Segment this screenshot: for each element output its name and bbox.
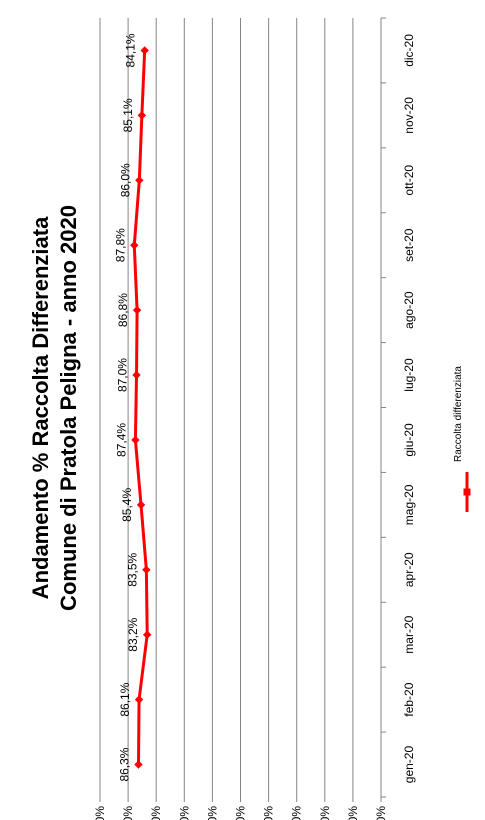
data-label: 83,2% [126, 617, 140, 651]
data-point [140, 46, 149, 55]
data-point [131, 435, 140, 445]
data-label: 85,1% [121, 98, 135, 132]
chart-title-line1: Andamento % Raccolta Differenziata [28, 216, 53, 599]
value-tick-label: 30% [290, 806, 304, 820]
data-label: 86,3% [117, 747, 131, 781]
data-point [136, 500, 146, 510]
series-line-raccolta [132, 50, 149, 765]
data-label: 87,8% [113, 228, 127, 262]
data-point [135, 176, 144, 185]
value-tick-label: 40% [262, 806, 276, 820]
category-tick-label: set-20 [402, 228, 416, 262]
data-label: 83,5% [125, 552, 139, 586]
category-tick-label: feb-20 [402, 682, 416, 716]
value-tick-label: 80% [149, 806, 163, 820]
data-point [134, 760, 143, 769]
chart-title: Andamento % Raccolta Differenziata Comun… [28, 205, 81, 611]
value-tick-label: 50% [234, 806, 248, 820]
chart-title-line2: Comune di Pratola Peligna - anno 2020 [56, 205, 81, 611]
series-line [130, 46, 152, 769]
category-axis-ticks: gen-20 feb-20 mar-20 apr-20 mag-20 giu-20 lug-… [402, 34, 416, 783]
legend-label: Raccolta differenziata [453, 366, 464, 462]
value-tick-label: 90% [121, 806, 135, 820]
data-point [143, 630, 152, 639]
legend-marker [463, 488, 471, 496]
value-axis-ticks: 0% 10% 20% 30% 40% 50% 60% 70% 80% 90% 100% [93, 806, 388, 820]
data-label: 86,8% [116, 293, 130, 327]
data-label: 86,0% [118, 163, 132, 197]
category-tick-label: apr-20 [402, 552, 416, 587]
data-point [132, 370, 141, 380]
data-point [130, 241, 139, 250]
category-tick-label: nov-20 [402, 97, 416, 134]
category-tick-label: ott-20 [402, 165, 416, 196]
data-label: 86,1% [118, 682, 132, 716]
category-tick-label: ago-20 [402, 291, 416, 329]
legend: Raccolta differenziata [453, 366, 471, 512]
category-tick-label: lug-20 [402, 358, 416, 392]
category-tick-label: mag-20 [402, 484, 416, 525]
data-label: 87,4% [114, 423, 128, 457]
category-tick-label: gen-20 [402, 746, 416, 784]
data-point [132, 305, 142, 315]
axes [99, 17, 386, 802]
value-tick-label: 20% [318, 806, 332, 820]
category-tick-label: dic-20 [402, 34, 416, 67]
gridlines [99, 18, 354, 797]
value-tick-label: 60% [205, 806, 219, 820]
data-label: 85,4% [120, 488, 134, 522]
data-point [142, 565, 151, 574]
data-labels: 86,3% 86,1% 83,2% 83,5% 85,4% 87,4% 87,0% 86,8%… [113, 33, 140, 781]
data-point [134, 695, 144, 704]
value-tick-label: 0% [374, 806, 388, 820]
category-tick-label: giu-20 [402, 423, 416, 457]
value-tick-label: 70% [177, 806, 191, 820]
value-tick-label: 100% [93, 806, 107, 820]
category-tick-label: mar-20 [402, 615, 416, 653]
data-label: 87,0% [116, 358, 130, 392]
data-label: 84,1% [124, 33, 138, 67]
value-tick-label: 10% [346, 806, 360, 820]
data-point [137, 111, 147, 120]
